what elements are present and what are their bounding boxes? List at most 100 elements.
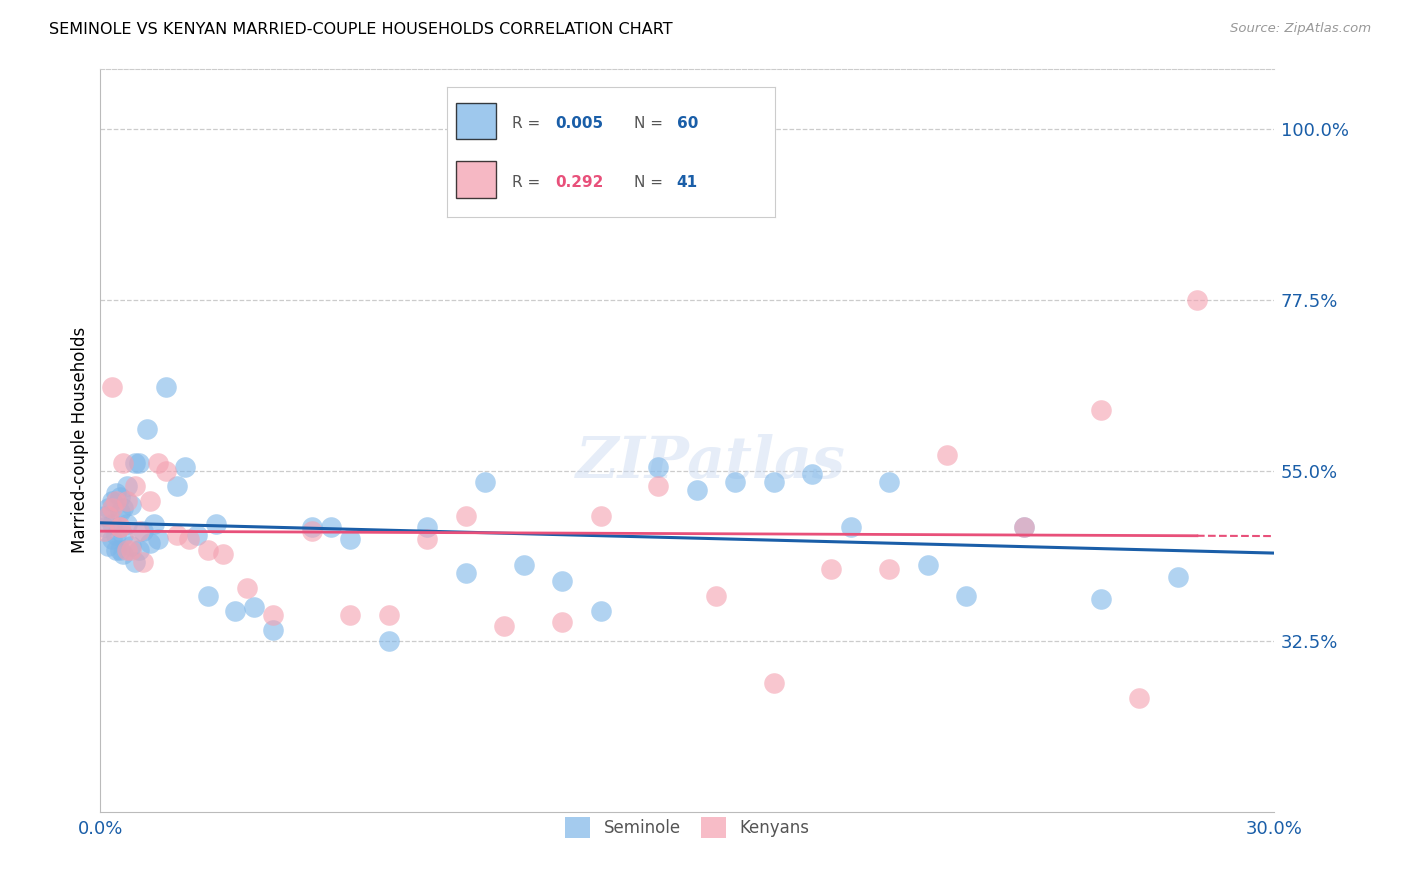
Point: [454, 566, 477, 580]
Point: [416, 532, 439, 546]
Point: [686, 483, 709, 497]
Point: [112, 528, 135, 542]
Point: [112, 547, 135, 561]
Point: [104, 528, 127, 542]
Point: [101, 532, 124, 546]
Point: [224, 604, 246, 618]
Point: [474, 475, 496, 489]
Point: [112, 456, 135, 470]
Point: [647, 479, 669, 493]
Point: [139, 535, 162, 549]
Text: SEMINOLE VS KENYAN MARRIED-COUPLE HOUSEHOLDS CORRELATION CHART: SEMINOLE VS KENYAN MARRIED-COUPLE HOUSEH…: [49, 22, 673, 37]
Point: [131, 555, 153, 569]
Point: [301, 524, 323, 539]
Point: [93, 509, 115, 524]
Point: [512, 558, 534, 573]
Point: [647, 459, 669, 474]
Point: [139, 494, 162, 508]
Point: [704, 589, 727, 603]
Point: [155, 380, 177, 394]
Point: [146, 456, 169, 470]
Point: [124, 479, 146, 493]
Text: ZIPatlas: ZIPatlas: [575, 434, 845, 491]
Point: [104, 486, 127, 500]
Point: [589, 604, 612, 618]
Point: [877, 562, 900, 576]
Point: [551, 574, 574, 588]
Point: [378, 634, 401, 648]
Point: [589, 509, 612, 524]
Point: [877, 475, 900, 489]
Point: [197, 589, 219, 603]
Point: [820, 562, 842, 576]
Point: [339, 532, 361, 546]
Point: [101, 380, 124, 394]
Text: Source: ZipAtlas.com: Source: ZipAtlas.com: [1230, 22, 1371, 36]
Point: [174, 459, 197, 474]
Point: [120, 540, 142, 554]
Point: [108, 543, 131, 558]
Point: [108, 520, 131, 534]
Point: [101, 516, 124, 531]
Point: [97, 509, 120, 524]
Point: [97, 501, 120, 516]
Point: [263, 623, 285, 637]
Point: [93, 524, 115, 539]
Point: [204, 516, 226, 531]
Point: [186, 528, 208, 542]
Point: [494, 619, 516, 633]
Point: [128, 543, 150, 558]
Point: [108, 505, 131, 519]
Point: [935, 449, 957, 463]
Point: [762, 676, 785, 690]
Point: [117, 516, 139, 531]
Y-axis label: Married-couple Households: Married-couple Households: [72, 327, 89, 553]
Point: [416, 520, 439, 534]
Point: [124, 456, 146, 470]
Point: [131, 524, 153, 539]
Point: [321, 520, 343, 534]
Point: [135, 422, 157, 436]
Point: [108, 520, 131, 534]
Point: [128, 524, 150, 539]
Point: [1090, 402, 1112, 417]
Point: [724, 475, 747, 489]
Point: [104, 543, 127, 558]
Point: [1012, 520, 1035, 534]
Point: [117, 479, 139, 493]
Point: [1167, 570, 1189, 584]
Point: [101, 501, 124, 516]
Point: [108, 490, 131, 504]
Point: [128, 456, 150, 470]
Point: [177, 532, 200, 546]
Point: [117, 494, 139, 508]
Point: [235, 581, 257, 595]
Point: [124, 555, 146, 569]
Point: [263, 607, 285, 622]
Point: [917, 558, 939, 573]
Point: [143, 516, 166, 531]
Point: [955, 589, 977, 603]
Point: [197, 543, 219, 558]
Point: [146, 532, 169, 546]
Point: [117, 543, 139, 558]
Point: [243, 600, 266, 615]
Point: [120, 543, 142, 558]
Point: [339, 607, 361, 622]
Point: [1012, 520, 1035, 534]
Point: [212, 547, 235, 561]
Point: [101, 494, 124, 508]
Point: [155, 464, 177, 478]
Point: [301, 520, 323, 534]
Point: [104, 494, 127, 508]
Point: [112, 501, 135, 516]
Point: [1185, 293, 1208, 307]
Point: [166, 479, 188, 493]
Point: [93, 520, 115, 534]
Point: [166, 528, 188, 542]
Point: [1128, 691, 1150, 706]
Point: [762, 475, 785, 489]
Point: [551, 615, 574, 630]
Legend: Seminole, Kenyans: Seminole, Kenyans: [558, 811, 815, 845]
Point: [97, 540, 120, 554]
